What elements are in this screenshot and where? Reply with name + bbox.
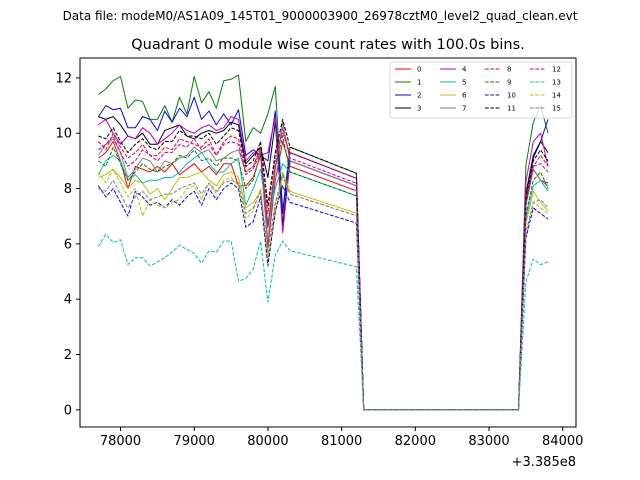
series-line-13: [97, 233, 549, 411]
series-line-12: [98, 127, 549, 411]
y-tick-label-0: 0: [64, 403, 72, 418]
chart-title: Quadrant 0 module wise count rates with …: [131, 37, 525, 53]
legend-label-6: 6: [462, 92, 467, 100]
legend-label-0: 0: [417, 66, 421, 74]
legend-label-9: 9: [507, 79, 511, 87]
legend-label-12: 12: [552, 66, 561, 74]
plot-area: 78000 79000 80000 81000 82000 83000 84000 0 2 4 6 8…: [55, 57, 583, 449]
legend-label-14: 14: [552, 92, 561, 100]
legend-label-5: 5: [462, 79, 466, 87]
legend-label-10: 10: [507, 92, 516, 100]
x-tick-label-84000: 84000: [542, 434, 583, 449]
y-tick-label-8: 8: [64, 182, 72, 197]
x-tick-label-78000: 78000: [100, 434, 141, 449]
legend-label-2: 2: [417, 92, 421, 100]
legend-label-8: 8: [507, 66, 511, 74]
plot-frame: [79, 57, 577, 428]
x-tick-label-81000: 81000: [321, 434, 362, 449]
legend-label-4: 4: [462, 66, 467, 74]
y-tick-label-10: 10: [55, 127, 72, 142]
legend-label-7: 7: [462, 105, 466, 113]
legend-label-13: 13: [552, 79, 561, 87]
x-tick-label-79000: 79000: [174, 434, 215, 449]
legend-label-11: 11: [507, 105, 516, 113]
y-tick-label-6: 6: [64, 237, 72, 252]
x-tick-label-80000: 80000: [247, 434, 288, 449]
y-tick-label-2: 2: [64, 348, 72, 363]
legend-label-1: 1: [417, 79, 421, 87]
chart-supertitle: Data file: modeM0/AS1A09_145T01_90000039…: [63, 9, 578, 23]
legend-label-3: 3: [417, 105, 421, 113]
legend-label-15: 15: [552, 105, 561, 113]
series-line-9: [98, 135, 549, 411]
x-tick-label-82000: 82000: [395, 434, 436, 449]
y-tick-label-4: 4: [64, 293, 72, 308]
x-offset-text: +3.385e8: [512, 455, 576, 470]
legend-box: [389, 61, 573, 119]
y-tick-label-12: 12: [55, 71, 72, 86]
series-line-11: [98, 118, 549, 411]
x-tick-label-83000: 83000: [468, 434, 509, 449]
series-line-15: [98, 174, 549, 411]
